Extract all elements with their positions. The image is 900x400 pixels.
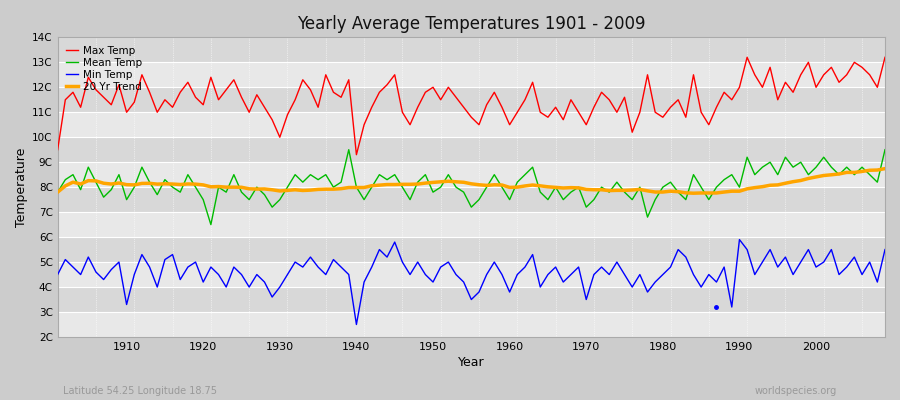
20 Yr Trend xyxy=(596,187,607,192)
Bar xyxy=(58,37,885,62)
Max Temp xyxy=(742,55,752,60)
Min Temp xyxy=(512,272,523,277)
Bar xyxy=(58,312,885,337)
Max Temp xyxy=(504,122,515,127)
Min Temp xyxy=(113,260,124,264)
X-axis label: Year: Year xyxy=(458,356,484,369)
Mean Temp xyxy=(205,222,216,227)
Mean Temp xyxy=(512,180,523,184)
20 Yr Trend xyxy=(282,188,292,193)
Max Temp xyxy=(282,112,292,117)
Max Temp xyxy=(52,147,63,152)
Title: Yearly Average Temperatures 1901 - 2009: Yearly Average Temperatures 1901 - 2009 xyxy=(297,15,645,33)
20 Yr Trend xyxy=(688,191,699,196)
Max Temp xyxy=(351,152,362,157)
Max Temp xyxy=(113,82,124,87)
Bar xyxy=(58,62,885,87)
Mean Temp xyxy=(879,147,890,152)
Min Temp xyxy=(504,290,515,294)
Y-axis label: Temperature: Temperature xyxy=(15,148,28,227)
Min Temp xyxy=(604,272,615,277)
Bar xyxy=(58,187,885,212)
Min Temp xyxy=(351,322,362,327)
Max Temp xyxy=(879,55,890,60)
Legend: Max Temp, Mean Temp, Min Temp, 20 Yr Trend: Max Temp, Mean Temp, Min Temp, 20 Yr Tre… xyxy=(63,42,145,95)
Max Temp xyxy=(604,97,615,102)
Bar xyxy=(58,237,885,262)
Bar xyxy=(58,287,885,312)
Min Temp xyxy=(734,237,745,242)
Line: Mean Temp: Mean Temp xyxy=(58,150,885,225)
Min Temp xyxy=(282,272,292,277)
Bar xyxy=(58,112,885,137)
Bar xyxy=(58,212,885,237)
Line: Max Temp: Max Temp xyxy=(58,57,885,155)
Mean Temp xyxy=(113,172,124,177)
Bar xyxy=(58,162,885,187)
Mean Temp xyxy=(611,180,622,184)
20 Yr Trend xyxy=(113,180,124,185)
20 Yr Trend xyxy=(497,183,508,188)
Mean Temp xyxy=(519,172,530,177)
20 Yr Trend xyxy=(879,166,890,171)
Mean Temp xyxy=(290,172,301,177)
Bar xyxy=(58,262,885,287)
20 Yr Trend xyxy=(328,187,338,192)
20 Yr Trend xyxy=(504,185,515,190)
Mean Temp xyxy=(344,147,355,152)
Line: 20 Yr Trend: 20 Yr Trend xyxy=(58,169,885,193)
Text: worldspecies.org: worldspecies.org xyxy=(755,386,837,396)
Min Temp xyxy=(52,272,63,277)
Bar xyxy=(58,87,885,112)
Text: Latitude 54.25 Longitude 18.75: Latitude 54.25 Longitude 18.75 xyxy=(63,386,217,396)
Max Temp xyxy=(512,110,523,115)
20 Yr Trend xyxy=(52,190,63,194)
Mean Temp xyxy=(52,190,63,194)
Line: Min Temp: Min Temp xyxy=(58,240,885,324)
Min Temp xyxy=(328,257,338,262)
Bar xyxy=(58,137,885,162)
Mean Temp xyxy=(336,180,346,184)
Min Temp xyxy=(879,247,890,252)
Max Temp xyxy=(328,90,338,95)
